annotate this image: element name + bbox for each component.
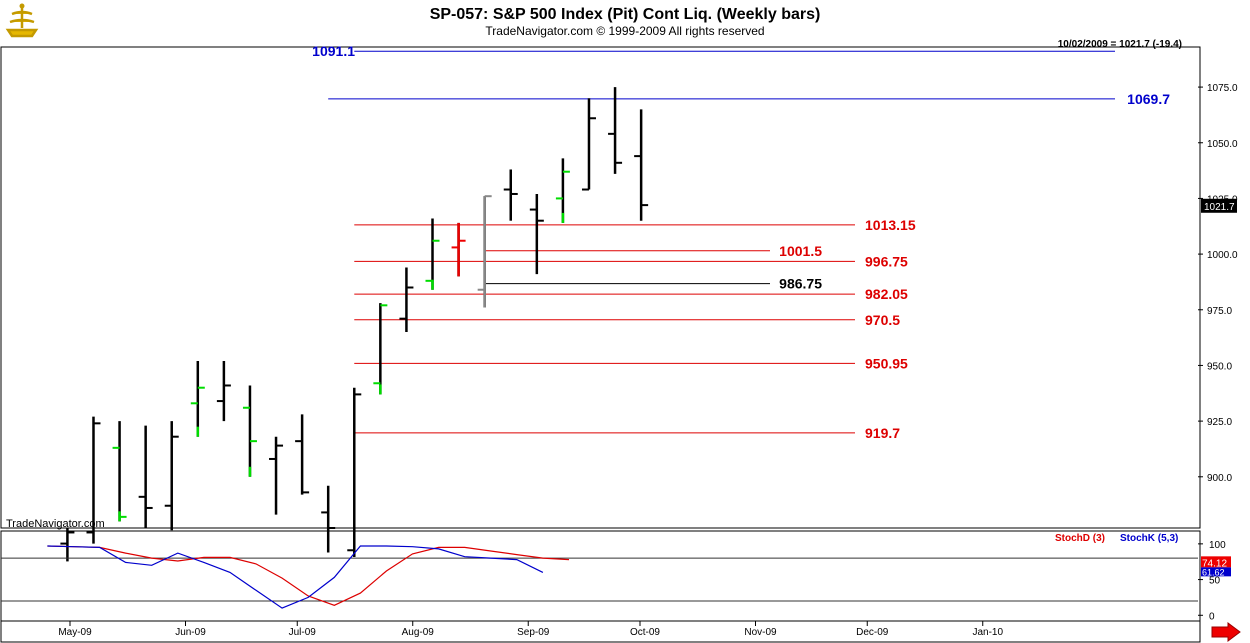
ohlc-bar — [581, 98, 596, 191]
ohlc-bar — [112, 421, 127, 522]
ohlc-bar — [477, 195, 492, 308]
ohlc-bar — [555, 158, 570, 223]
price-tick-label: 1000.0 — [1207, 250, 1238, 261]
level-label: 970.5 — [865, 312, 900, 328]
price-tick-label: 950.0 — [1207, 361, 1232, 372]
scroll-right-arrow[interactable] — [1211, 622, 1241, 642]
level-label: 950.95 — [865, 355, 908, 371]
last-price-label: 1021.7 — [1204, 202, 1235, 213]
chart-title: SP-057: S&P 500 Index (Pit) Cont Liq. (W… — [430, 6, 821, 23]
stoch-series-line — [47, 545, 570, 606]
trade-navigator-logo-icon — [2, 2, 42, 42]
ohlc-bar — [634, 109, 649, 221]
price-pane — [0, 46, 1201, 529]
ohlc-bar — [138, 425, 153, 528]
chart-subtitle: TradeNavigator.com © 1999-2009 All right… — [485, 24, 764, 38]
ohlc-bar — [347, 387, 362, 557]
price-tick-label: 900.0 — [1207, 473, 1232, 484]
price-tick-label: 925.0 — [1207, 417, 1232, 428]
ohlc-bar — [216, 360, 231, 422]
date-tick-label: May-09 — [58, 627, 92, 638]
ohlc-bar — [425, 218, 440, 290]
date-tick-label: Oct-09 — [630, 627, 660, 638]
stoch-tick-label: 0 — [1209, 611, 1215, 622]
stoch-d-last-value: 74.12 — [1202, 558, 1227, 569]
level-label: 1069.7 — [1127, 91, 1170, 107]
last-price-info: 10/02/2009 = 1021.7 (-19.4) — [1058, 39, 1182, 50]
ohlc-bar — [321, 485, 336, 553]
stoch-tick-label: 100 — [1209, 540, 1226, 551]
level-label: 1091.1 — [312, 43, 355, 59]
price-tick-label: 1050.0 — [1207, 139, 1238, 150]
level-label: 1001.5 — [779, 243, 822, 259]
ohlc-bar — [503, 169, 518, 221]
ohlc-bar — [164, 421, 179, 531]
level-label: 982.05 — [865, 286, 908, 302]
date-tick-label: Aug-09 — [402, 627, 435, 638]
price-axis: 900.0925.0950.0975.01000.01025.01050.010… — [1198, 83, 1238, 484]
level-label: 996.75 — [865, 253, 908, 269]
ohlc-bar — [451, 222, 466, 277]
date-tick-label: Jun-09 — [175, 627, 206, 638]
stoch-k-last-badge — [1201, 567, 1231, 577]
stoch-legend-d: StochD (3) — [1055, 533, 1105, 544]
stoch-series-line — [47, 545, 544, 609]
price-tick-label: 975.0 — [1207, 306, 1232, 317]
ohlc-bar — [295, 414, 310, 495]
date-tick-label: Jul-09 — [289, 627, 317, 638]
stoch-k-last-value: 61.62 — [1202, 567, 1225, 577]
ohlc-bar — [373, 303, 388, 395]
ohlc-bar — [60, 528, 75, 562]
last-price-marker — [1201, 198, 1237, 213]
date-axis-pane — [0, 620, 1201, 643]
stochastic-pane — [0, 530, 1201, 622]
price-tick-label: 1075.0 — [1207, 83, 1238, 94]
ohlc-bar — [608, 87, 623, 174]
level-label: 1013.15 — [865, 217, 916, 233]
stoch-d-last-badge — [1201, 556, 1231, 568]
date-tick-label: Nov-09 — [744, 627, 777, 638]
ohlc-bar — [190, 360, 205, 437]
ohlc-bar — [399, 267, 414, 333]
level-label: 919.7 — [865, 425, 900, 441]
date-axis: May-09 Jun-09 Jul-09 Aug-09 Sep-09 Oct-09 Nov-… — [58, 621, 1003, 638]
level-label: 986.75 — [779, 276, 822, 292]
ohlc-bar — [242, 385, 257, 477]
red-arrow-right-icon[interactable] — [1211, 622, 1241, 642]
retracement-levels: 1091.1 1069.7 1013.15 1001.5 996.75 986.75 982… — [312, 43, 1170, 441]
date-tick-label: Dec-09 — [856, 627, 889, 638]
stoch-tick-label: 50 — [1209, 576, 1221, 587]
watermark: TradeNavigator.com — [6, 518, 105, 530]
stoch-legend-k: StochK (5,3) — [1120, 533, 1178, 544]
ohlc-bar — [529, 193, 544, 275]
ohlc-bar — [269, 436, 284, 515]
date-tick-label: Sep-09 — [517, 627, 550, 638]
ohlc-bars — [60, 87, 649, 562]
ohlc-bar — [86, 416, 101, 544]
date-tick-label: Jan-10 — [972, 627, 1003, 638]
